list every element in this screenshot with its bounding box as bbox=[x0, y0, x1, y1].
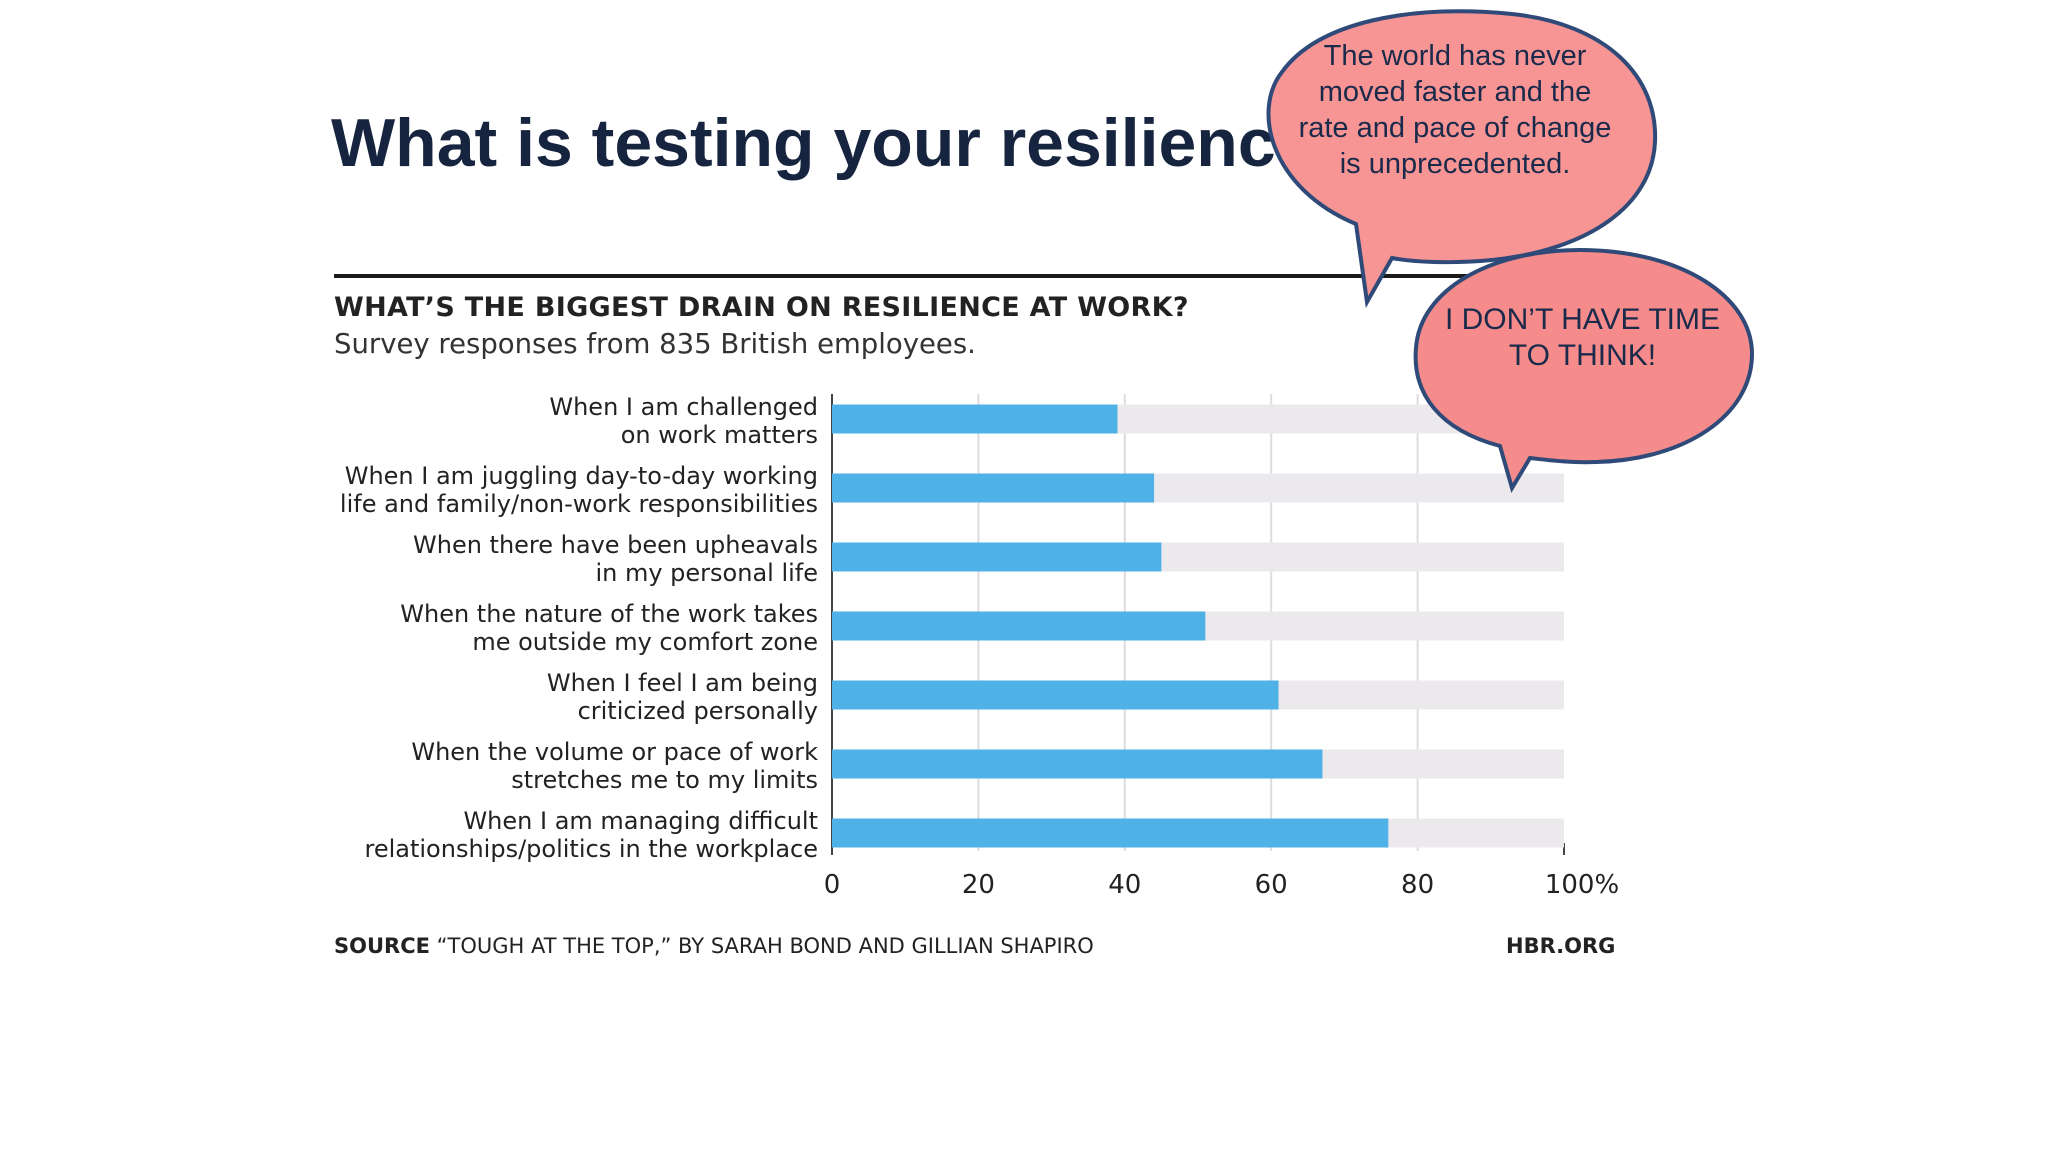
speech-bubble-1 bbox=[1266, 9, 1658, 309]
x-tick-label: 100% bbox=[1545, 870, 1619, 900]
x-tick-label: 40 bbox=[1108, 870, 1141, 900]
category-label: in my personal life bbox=[595, 559, 818, 587]
category-label: When the nature of the work takes bbox=[400, 600, 818, 628]
category-label: me outside my comfort zone bbox=[472, 628, 818, 656]
x-tick-label: 60 bbox=[1255, 870, 1288, 900]
category-label: When there have been upheavals bbox=[413, 531, 818, 559]
chart-subtitle: Survey responses from 835 British employ… bbox=[334, 328, 976, 360]
category-label: on work matters bbox=[621, 421, 818, 449]
category-label: stretches me to my limits bbox=[511, 766, 818, 794]
x-tick-label: 0 bbox=[824, 870, 841, 900]
bar bbox=[832, 542, 1162, 572]
bar bbox=[832, 404, 1118, 434]
category-label: life and family/non-work responsibilitie… bbox=[340, 490, 818, 518]
category-label: criticized personally bbox=[578, 697, 818, 725]
category-label: When I am managing difficult bbox=[463, 807, 818, 835]
x-tick-label: 80 bbox=[1401, 870, 1434, 900]
bar bbox=[832, 680, 1279, 710]
chart-heading: WHAT’S THE BIGGEST DRAIN ON RESILIENCE A… bbox=[334, 292, 1189, 323]
category-label: When I feel I am being bbox=[547, 669, 818, 697]
bar bbox=[832, 473, 1155, 503]
speech-bubble-2-text: I DON’T HAVE TIME TO THINK! bbox=[1444, 303, 1721, 372]
category-label: When I am challenged bbox=[549, 393, 818, 421]
chart-source: SOURCE “TOUGH AT THE TOP,” BY SARAH BOND… bbox=[334, 934, 1094, 958]
source-text: “TOUGH AT THE TOP,” BY SARAH BOND AND GI… bbox=[436, 934, 1094, 958]
x-tick-label: 20 bbox=[962, 870, 995, 900]
speech-bubble-1-text: The world has never moved faster and the… bbox=[1298, 40, 1612, 180]
slide-title: What is testing your resilience? bbox=[331, 105, 1356, 181]
bar bbox=[832, 818, 1389, 848]
category-label: When the volume or pace of work bbox=[411, 738, 818, 766]
chart-top-rule bbox=[334, 274, 1606, 278]
source-label: SOURCE bbox=[334, 934, 430, 958]
chart-site: HBR.ORG bbox=[1506, 934, 1616, 958]
speech-bubble-2 bbox=[1413, 247, 1755, 493]
bar bbox=[832, 749, 1323, 779]
category-label: relationships/politics in the workplace bbox=[365, 835, 819, 863]
category-label: When I am juggling day-to-day working bbox=[345, 462, 818, 490]
bar bbox=[832, 611, 1206, 641]
